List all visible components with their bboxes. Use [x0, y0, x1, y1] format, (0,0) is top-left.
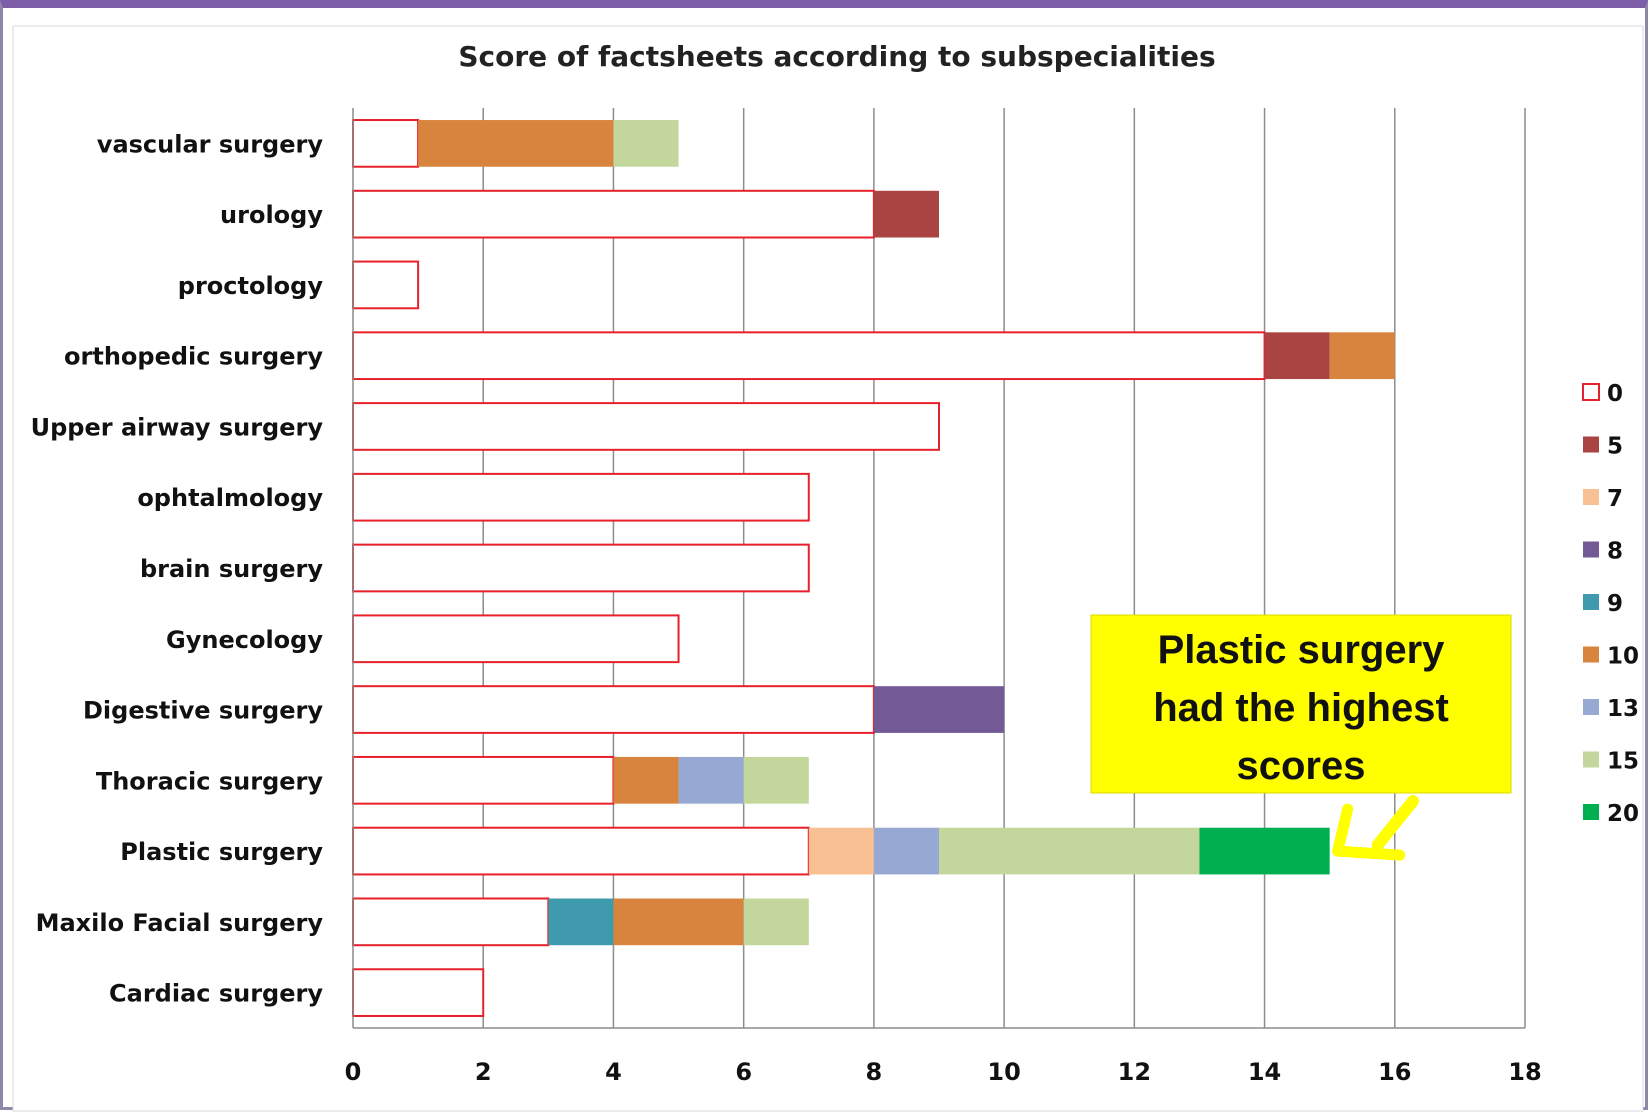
- bar-segment: [678, 756, 744, 804]
- x-tick-label: 16: [1378, 1058, 1411, 1086]
- x-tick-label: 8: [866, 1058, 883, 1086]
- chart-title: Score of factsheets according to subspec…: [458, 40, 1215, 73]
- callout: Plastic surgery had the highest scores: [1090, 614, 1512, 861]
- category-label: orthopedic surgery: [64, 343, 323, 371]
- category-label: urology: [220, 201, 323, 229]
- bar-segment: [548, 898, 614, 946]
- category-label: vascular surgery: [97, 130, 324, 158]
- callout-arrow-head: [1332, 803, 1354, 857]
- category-label: Maxilo Facial surgery: [36, 909, 324, 937]
- legend-label: 9: [1607, 591, 1623, 617]
- x-tick-label: 0: [345, 1058, 362, 1086]
- callout-box: [1090, 614, 1512, 794]
- x-tick-label: 10: [987, 1058, 1020, 1086]
- bar-segment: [418, 120, 614, 167]
- legend-swatch: [1583, 489, 1599, 505]
- bar-segment: [352, 119, 420, 168]
- category-label: Plastic surgery: [120, 838, 323, 866]
- legend-swatch: [1583, 751, 1599, 768]
- x-tick-label: 14: [1248, 1058, 1281, 1086]
- legend-label: 5: [1607, 434, 1623, 460]
- bars: [352, 119, 1395, 1017]
- bar-segment: [1264, 332, 1330, 380]
- category-label: ophtalmology: [137, 484, 323, 512]
- legend-label: 8: [1607, 539, 1623, 565]
- bar-segment: [1199, 827, 1330, 875]
- legend-swatch: [1583, 436, 1599, 453]
- legend-label: 20: [1607, 801, 1639, 827]
- bar-segment: [352, 826, 810, 876]
- x-tick-label: 12: [1118, 1058, 1151, 1086]
- callout-text: Plastic surgery: [1158, 628, 1446, 672]
- legend-swatch: [1583, 699, 1599, 715]
- bar-segment: [743, 898, 809, 946]
- x-tick-labels: 0 2 4 6 8 10 12 14 16 18: [345, 1058, 1542, 1086]
- legend-label: 7: [1607, 486, 1623, 512]
- category-label: Thoracic surgery: [96, 767, 324, 795]
- bar-segment: [613, 756, 679, 804]
- bar-segment: [352, 968, 485, 1017]
- bar-segment: [613, 120, 679, 167]
- x-tick-label: 6: [735, 1058, 752, 1086]
- bar-segment: [352, 472, 810, 522]
- category-label: brain surgery: [140, 555, 323, 583]
- category-label: Digestive surgery: [83, 697, 323, 725]
- bar-segment: [352, 331, 1266, 381]
- bar-segment: [352, 543, 810, 593]
- x-tick-label: 4: [605, 1058, 622, 1086]
- bar-segment: [873, 827, 939, 875]
- legend: 0 5 7 8 9 10 13 15 20: [1582, 381, 1639, 827]
- bar-segment: [352, 897, 550, 947]
- callout-arrow-head: [1332, 845, 1406, 861]
- stacked-bar-chart: Score of factsheets according to subspec…: [12, 25, 1644, 1112]
- callout-text: scores: [1237, 744, 1366, 788]
- category-label: proctology: [178, 272, 324, 300]
- callout-arrow-shaft: [1371, 795, 1419, 852]
- legend-swatch: [1583, 804, 1599, 820]
- category-labels: vascular surgery urology proctology orthope…: [31, 130, 324, 1007]
- legend-label: 10: [1607, 644, 1639, 670]
- category-label: Cardiac surgery: [109, 980, 323, 1008]
- bar-segment: [352, 260, 420, 310]
- callout-text: had the highest: [1153, 686, 1449, 730]
- legend-swatch: [1583, 594, 1599, 610]
- bar-segment: [352, 755, 615, 805]
- category-label: Gynecology: [166, 626, 323, 654]
- bar-segment: [939, 827, 1200, 875]
- bar-segment: [352, 402, 940, 451]
- bar-segment: [613, 898, 744, 946]
- bar-segment: [1329, 332, 1395, 380]
- bar-segment: [352, 189, 875, 239]
- bar-segment: [873, 190, 939, 238]
- legend-swatch: [1583, 646, 1599, 663]
- bar-segment: [743, 756, 809, 804]
- axes: [352, 108, 1525, 1029]
- bar-segment: [808, 827, 874, 875]
- bar-segment: [873, 686, 1005, 733]
- legend-swatch: [1582, 383, 1600, 401]
- x-tick-label: 18: [1508, 1058, 1541, 1086]
- bar-segment: [352, 614, 680, 664]
- x-tick-label: 2: [475, 1058, 492, 1086]
- bar-segment: [352, 685, 875, 734]
- legend-label: 15: [1607, 749, 1639, 775]
- category-label: Upper airway surgery: [31, 413, 324, 441]
- legend-label: 13: [1607, 696, 1639, 722]
- legend-label: 0: [1607, 381, 1623, 407]
- legend-swatch: [1583, 541, 1599, 558]
